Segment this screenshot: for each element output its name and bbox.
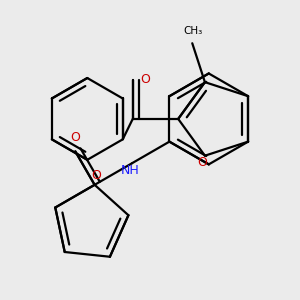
Text: CH₃: CH₃ [184, 26, 203, 36]
Text: O: O [70, 131, 80, 144]
Text: O: O [197, 156, 207, 169]
Text: NH: NH [120, 164, 139, 177]
Text: O: O [91, 169, 101, 182]
Text: O: O [140, 73, 150, 85]
